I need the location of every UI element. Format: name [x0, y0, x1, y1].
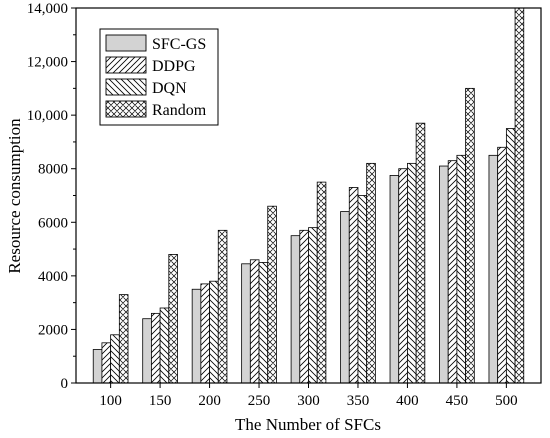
bar-ddpg-450	[447, 160, 458, 384]
bar-dqn-250	[258, 262, 269, 384]
legend-swatch-random	[105, 100, 147, 118]
legend-swatch-ddpg	[105, 56, 147, 74]
x-tick-label: 400	[396, 393, 419, 409]
bar-sfc-gs-300	[290, 235, 301, 384]
y-axis: 0 2000 4000 6000 8000 10,000 12,000 14,000	[27, 1, 76, 392]
bar-ddpg-400	[398, 168, 408, 384]
legend-label-sfc-gs: SFC-GS	[152, 36, 206, 53]
y-tick-label: 0	[61, 376, 69, 392]
x-tick-label: 500	[495, 393, 518, 409]
bar-random-300	[316, 181, 327, 384]
bar-random-400	[415, 122, 426, 384]
bar-dqn-300	[308, 227, 318, 384]
bar-sfc-gs-500	[488, 154, 499, 384]
y-tick-label: 10,000	[27, 108, 68, 124]
bar-ddpg-300	[299, 229, 309, 384]
bar-dqn-150	[159, 307, 170, 384]
x-tick-label: 450	[446, 393, 469, 409]
bar-ddpg-500	[497, 146, 507, 384]
x-tick-label: 100	[99, 393, 122, 409]
bar-ddpg-200	[200, 283, 210, 384]
bar-dqn-200	[209, 280, 219, 384]
bar-ddpg-350	[348, 187, 359, 384]
bar-random-100	[118, 294, 129, 384]
x-tick-label: 200	[198, 393, 221, 409]
bar-random-350	[366, 162, 376, 384]
bar-sfc-gs-450	[439, 165, 449, 384]
legend: SFC-GS DDPG DQN Random	[99, 28, 219, 126]
bar-random-200	[217, 229, 228, 384]
bar-random-150	[168, 254, 178, 384]
bar-dqn-500	[505, 128, 516, 384]
bar-random-450	[465, 87, 475, 384]
bar-dqn-450	[456, 154, 466, 384]
legend-label-ddpg: DDPG	[152, 58, 196, 75]
legend-swatch-sfc-gs	[105, 34, 147, 52]
x-axis: 100 150 200 250 300 350 400 450 500	[99, 383, 518, 409]
x-axis-label: The Number of SFCs	[235, 415, 381, 434]
bar-sfc-gs-350	[340, 211, 350, 384]
bars-group	[92, 7, 525, 384]
bar-sfc-gs-100	[92, 349, 103, 384]
bar-sfc-gs-400	[389, 175, 400, 384]
bar-random-500	[514, 7, 525, 384]
y-tick-label: 2000	[38, 322, 68, 338]
x-tick-label: 150	[149, 393, 172, 409]
bar-dqn-350	[357, 195, 368, 384]
bar-sfc-gs-150	[142, 318, 152, 384]
bar-random-250	[267, 205, 277, 384]
bar-sfc-gs-200	[191, 288, 202, 384]
bar-ddpg-150	[150, 312, 161, 384]
y-tick-label: 8000	[38, 162, 68, 178]
y-tick-label: 6000	[38, 215, 68, 231]
bar-dqn-100	[110, 334, 120, 384]
bar-ddpg-250	[249, 259, 260, 384]
legend-swatch-dqn	[105, 78, 147, 96]
y-tick-label: 12,000	[27, 55, 68, 71]
bar-ddpg-100	[101, 342, 112, 384]
x-tick-label: 350	[347, 393, 370, 409]
y-tick-label: 4000	[38, 269, 68, 285]
x-tick-label: 250	[248, 393, 271, 409]
bar-sfc-gs-250	[241, 263, 251, 384]
legend-label-random: Random	[152, 102, 207, 119]
x-tick-label: 300	[297, 393, 320, 409]
legend-label-dqn: DQN	[152, 80, 187, 97]
bar-dqn-400	[407, 162, 417, 384]
y-axis-label: Resource consumption	[5, 118, 24, 274]
y-tick-label: 14,000	[27, 1, 68, 17]
